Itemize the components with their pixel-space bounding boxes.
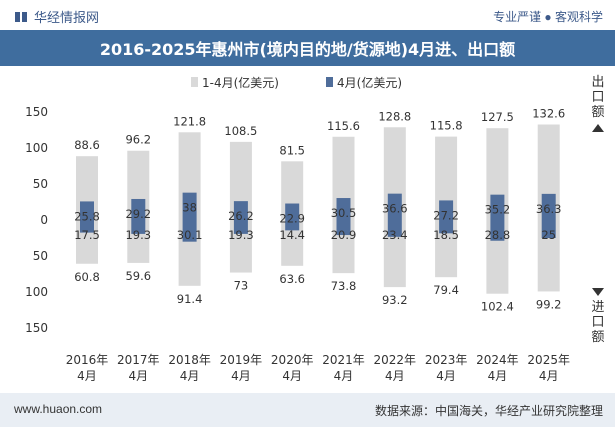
- brand-name: 华经情报网: [34, 10, 100, 25]
- data-label-cumulative-export: 128.8: [378, 109, 411, 123]
- legend-swatch-cumulative: [191, 77, 198, 87]
- side-label-import-char: 口: [591, 315, 604, 330]
- bars: [76, 124, 560, 294]
- data-label-cumulative-import: 59.6: [125, 269, 151, 283]
- arrow-up-icon: [592, 124, 604, 132]
- bar-monthly: [387, 193, 402, 237]
- x-tick-label: 2021年 4月: [322, 353, 365, 383]
- side-label-import-char: 额: [591, 330, 604, 345]
- data-label-cumulative-import: 73.8: [331, 279, 357, 293]
- data-label-monthly-import: 14.4: [279, 228, 305, 242]
- y-tick-label: 100: [25, 141, 48, 155]
- data-label-monthly-export: 22.9: [279, 212, 305, 226]
- x-tick-label: 2025年 4月: [527, 353, 570, 383]
- y-tick-label: 50: [33, 249, 48, 263]
- y-tick-label: 100: [25, 285, 48, 299]
- arrow-down-icon: [592, 288, 604, 296]
- brand-tags: 专业严谨 ● 客观科学: [493, 10, 603, 24]
- x-tick-label: 2018年 4月: [168, 353, 211, 383]
- data-label-monthly-import: 30.1: [177, 228, 203, 242]
- y-tick-label: 150: [25, 321, 48, 335]
- legend-label-cumulative: 1-4月(亿美元): [202, 75, 279, 90]
- bar-monthly: [285, 203, 300, 231]
- bar-monthly: [131, 198, 146, 234]
- data-label-cumulative-import: 93.2: [382, 293, 408, 307]
- side-label-export-char: 出: [591, 75, 604, 90]
- data-label-cumulative-import: 63.6: [279, 272, 305, 286]
- data-label-cumulative-export: 132.6: [532, 107, 565, 121]
- data-label-monthly-export: 26.2: [228, 209, 254, 223]
- data-label-monthly-import: 25: [541, 228, 556, 242]
- legend-label-monthly: 4月(亿美元): [337, 75, 402, 90]
- data-label-cumulative-import: 99.2: [536, 297, 562, 311]
- data-label-monthly-import: 17.5: [74, 228, 100, 242]
- x-tick-label: 2019年 4月: [220, 353, 263, 383]
- y-axis: 150 100 50 0 50 100 150: [25, 105, 48, 335]
- brand: 华经情报网: [14, 7, 99, 26]
- x-tick-label: 2024年 4月: [476, 353, 519, 383]
- footer: www.huaon.com 数据来源：中国海关，华经产业研究院整理: [0, 393, 615, 427]
- data-label-cumulative-export: 81.5: [279, 143, 305, 157]
- footer-url: www.huaon.com: [14, 402, 103, 416]
- legend: 1-4月(亿美元) 4月(亿美元): [191, 75, 402, 90]
- bar-monthly: [490, 194, 505, 241]
- footer-source: 数据来源：中国海关，华经产业研究院整理: [374, 404, 603, 418]
- data-label-cumulative-export: 108.5: [224, 124, 257, 138]
- bar-monthly: [336, 198, 351, 236]
- data-label-monthly-export: 29.2: [125, 207, 151, 221]
- data-labels: 88.6 60.8 25.8 17.5 96.2 59.6 29.2 19.3 121.8 91.…: [74, 107, 565, 314]
- data-label-monthly-import: 19.3: [228, 228, 254, 242]
- data-label-monthly-import: 28.8: [485, 228, 511, 242]
- legend-swatch-monthly: [326, 77, 333, 87]
- data-label-monthly-export: 38: [182, 201, 197, 215]
- logo-icon: [15, 11, 27, 22]
- x-tick-label: 2022年 4月: [374, 353, 417, 383]
- x-tick-label: 2016年 4月: [66, 353, 109, 383]
- data-label-monthly-export: 36.3: [536, 202, 562, 216]
- bar-monthly: [233, 201, 248, 234]
- x-tick-label: 2020年 4月: [271, 353, 314, 383]
- x-axis: 2016年 4月 2017年 4月 2018年 4月 2019年 4月 2020年 4月 2021年…: [66, 353, 570, 383]
- y-tick-label: 0: [40, 213, 48, 227]
- side-label-import-char: 进: [591, 300, 604, 315]
- data-label-cumulative-export: 121.8: [173, 114, 206, 128]
- data-label-monthly-export: 30.5: [331, 206, 357, 220]
- bar-monthly: [80, 201, 94, 233]
- data-label-cumulative-export: 88.6: [74, 138, 100, 152]
- data-label-monthly-export: 35.2: [485, 203, 511, 217]
- chart-title: 2016-2025年惠州市(境内目的地/货源地)4月进、出口额: [0, 30, 615, 66]
- data-label-cumulative-export: 115.6: [327, 119, 360, 133]
- data-label-cumulative-import: 91.4: [177, 292, 203, 306]
- x-tick-label: 2017年 4月: [117, 353, 160, 383]
- data-label-cumulative-import: 79.4: [433, 283, 459, 297]
- chart: 1-4月(亿美元) 4月(亿美元) 150 100 50 0 50 100 150 88.6 6…: [25, 75, 604, 383]
- bar-monthly: [439, 200, 454, 234]
- data-label-cumulative-import: 60.8: [74, 270, 100, 284]
- y-tick-label: 50: [33, 177, 48, 191]
- y-tick-label: 150: [25, 105, 48, 119]
- data-label-monthly-import: 23.4: [382, 228, 408, 242]
- data-label-cumulative-import: 102.4: [481, 300, 514, 314]
- top-bar: 华经情报网 专业严谨 ● 客观科学: [0, 0, 615, 30]
- bar-monthly: [541, 193, 556, 238]
- bar-monthly: [182, 192, 197, 242]
- data-label-monthly-import: 18.5: [433, 228, 459, 242]
- side-label-export-char: 口: [591, 90, 604, 105]
- data-label-cumulative-export: 96.2: [125, 133, 151, 147]
- x-tick-label: 2023年 4月: [425, 353, 468, 383]
- data-label-monthly-export: 27.2: [433, 208, 459, 222]
- data-label-cumulative-export: 127.5: [481, 110, 514, 124]
- data-label-monthly-export: 25.8: [74, 209, 100, 223]
- data-label-monthly-import: 20.9: [331, 228, 357, 242]
- data-label-cumulative-export: 115.8: [430, 119, 463, 133]
- data-label-cumulative-import: 73: [234, 279, 249, 293]
- data-label-monthly-export: 36.6: [382, 202, 408, 216]
- side-label-export-char: 额: [591, 105, 604, 120]
- data-label-monthly-import: 19.3: [125, 228, 151, 242]
